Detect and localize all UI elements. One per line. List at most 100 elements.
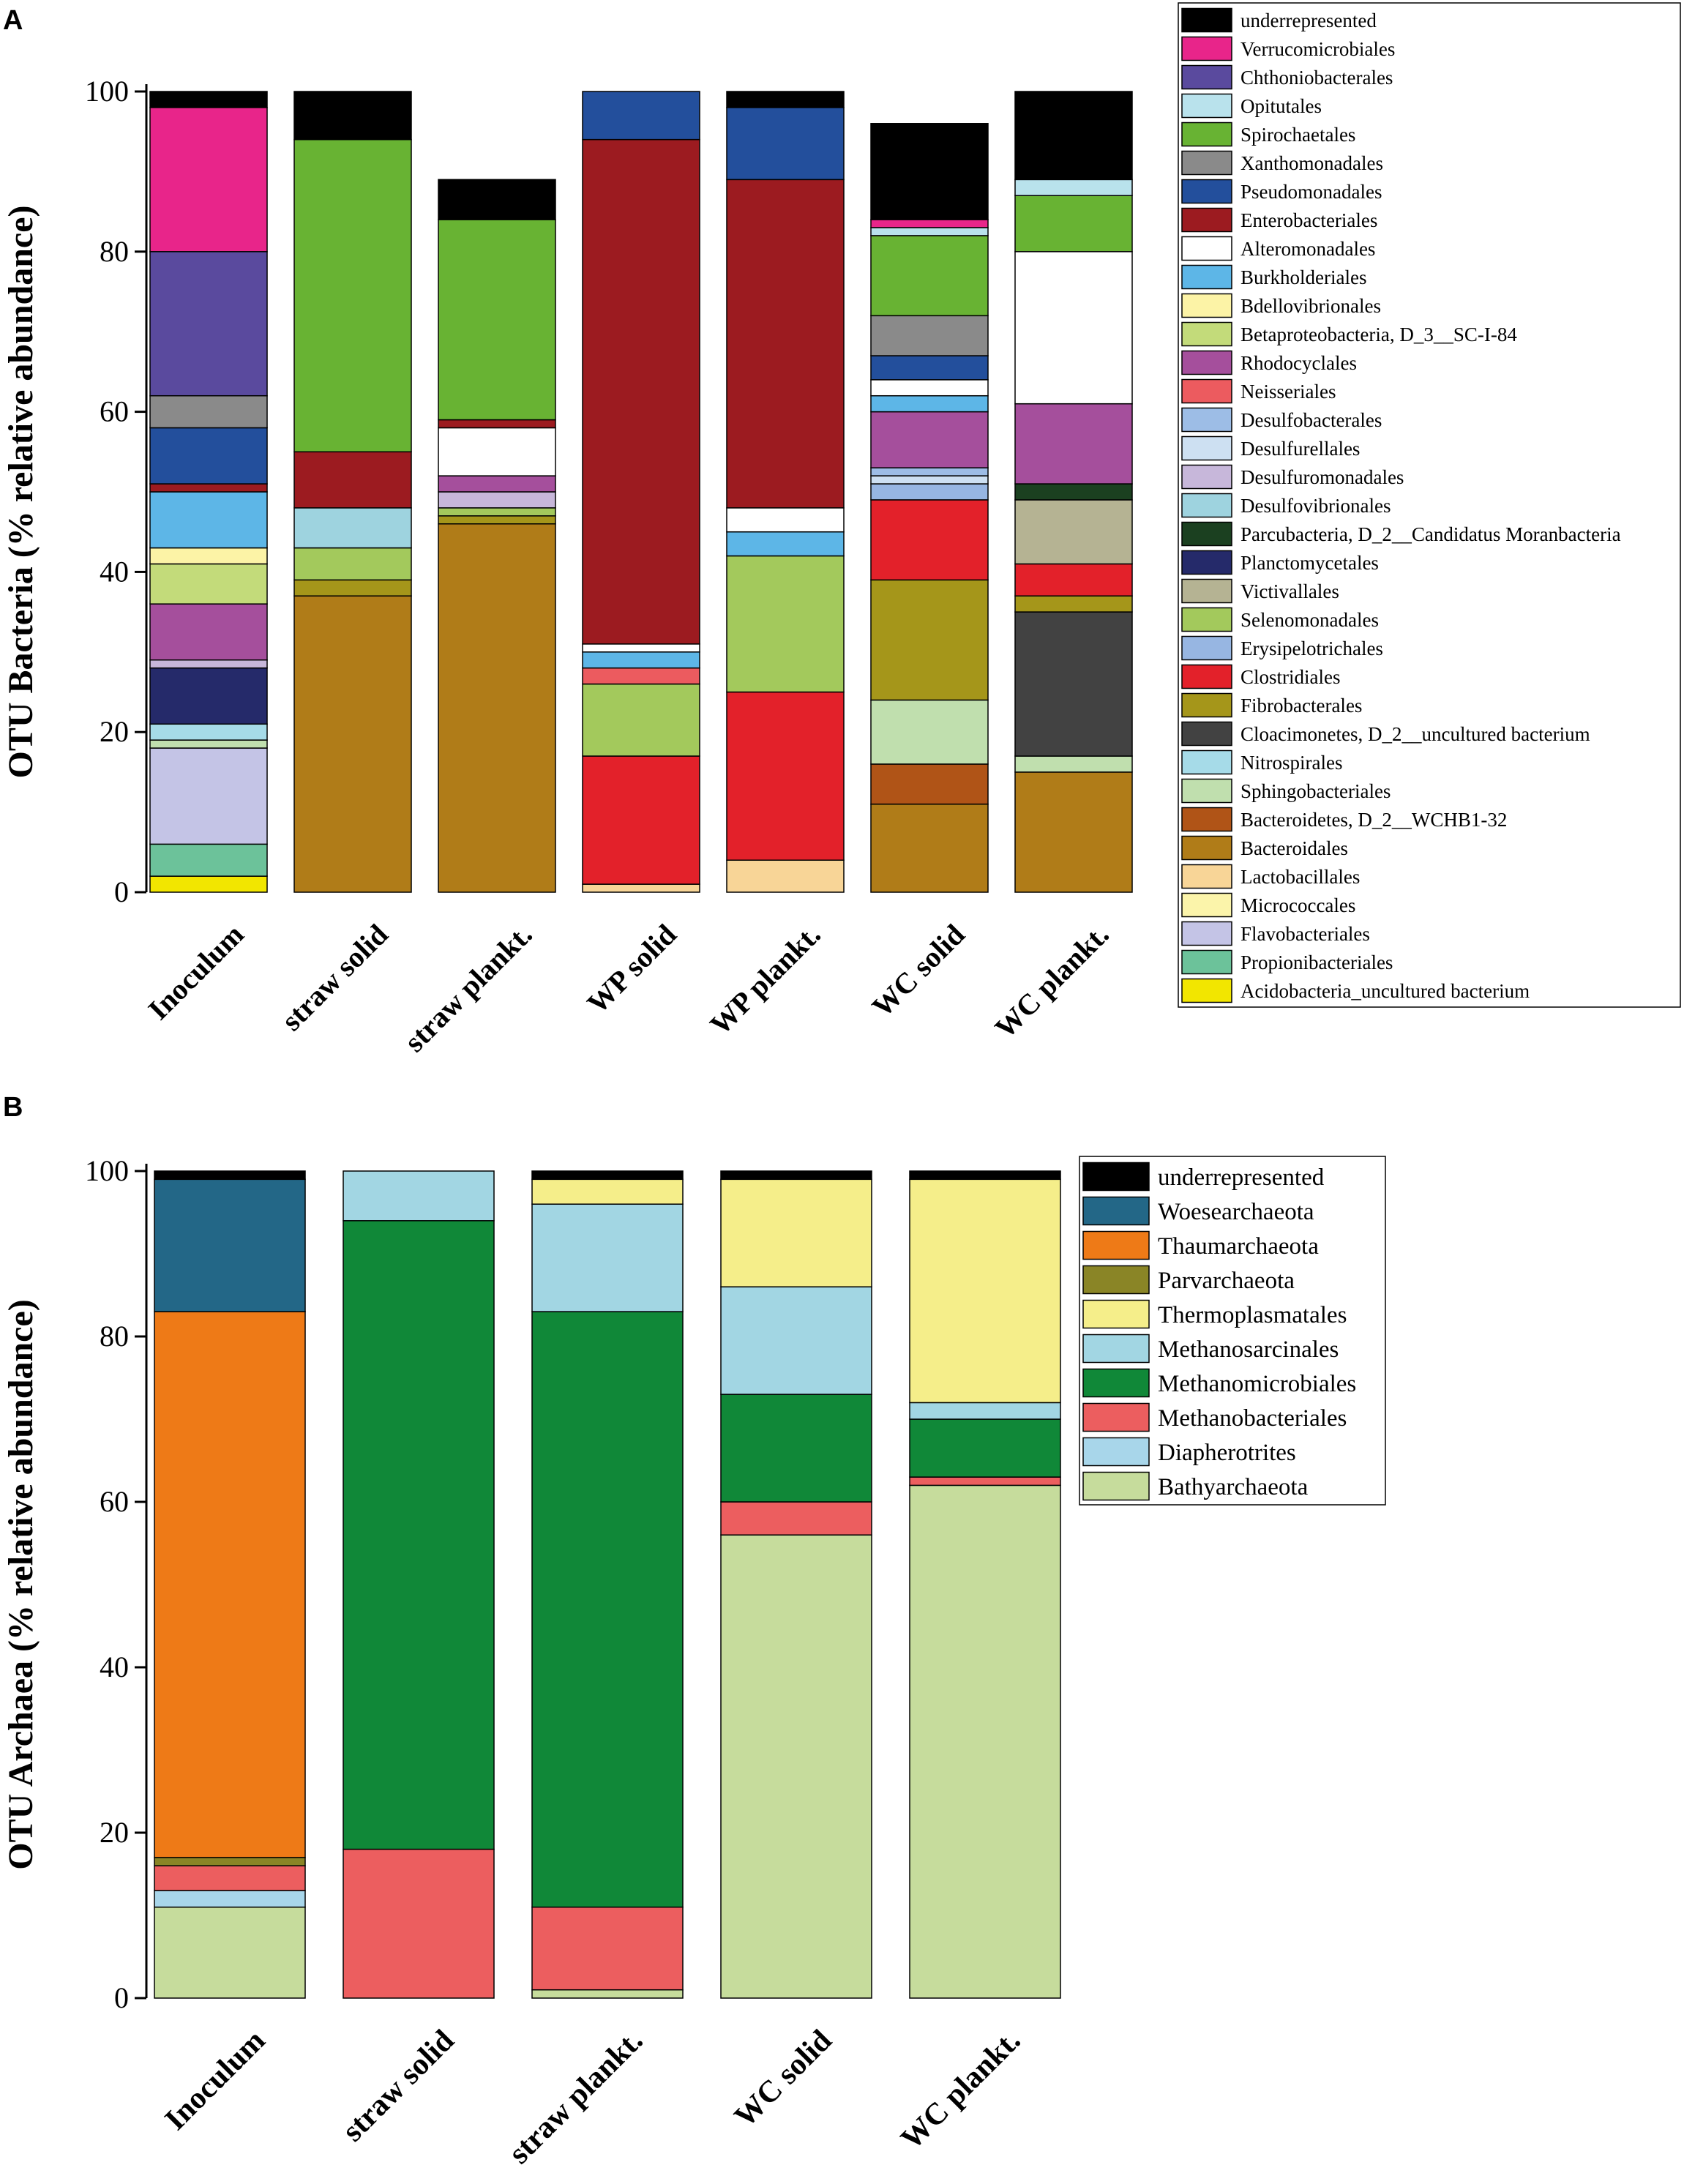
legend-swatch-rhodocyclales (1181, 350, 1232, 375)
legend-swatch-pseudomonadales (1181, 179, 1232, 204)
legend-swatch-methanomicrobiales (1082, 1368, 1150, 1398)
bar-segment-wc-solid-bathyarchaeota (720, 1534, 872, 1999)
y-axis-label: OTU Archaea (% relative abundance) (1, 1299, 40, 1870)
bar-segment-inoculum-flavobacteriales (149, 747, 268, 845)
bar-segment-straw-plankt-underrepresented (531, 1170, 684, 1181)
bar-segment-wc-plankt-opitutales (1014, 179, 1133, 196)
bar-segment-wc-solid-sphingobacteriales (870, 699, 989, 765)
legend-label-bathyarchaeota: Bathyarchaeota (1158, 1474, 1309, 1500)
legend-label-xanthomonadales: Xanthomonadales (1240, 152, 1383, 174)
legend-swatch-underrepresented (1082, 1162, 1150, 1192)
bar-segment-inoculum-verrucomicrobiales (149, 107, 268, 253)
bar-segment-wc-solid-desulfurellales (870, 475, 989, 485)
legend-swatch-enterobacteriales (1181, 207, 1232, 233)
y-tick-label: 40 (100, 555, 129, 588)
legend-swatch-cloacimonetes-d-2-uncultured-bacterium (1181, 721, 1232, 747)
legend-swatch-desulfovibrionales (1181, 493, 1232, 518)
bar-segment-wc-solid-fibrobacterales (870, 579, 989, 701)
y-tick-label: 20 (100, 1816, 129, 1849)
bar-segment-wc-solid-methanomicrobiales (720, 1394, 872, 1503)
legend-swatch-neisseriales (1181, 378, 1232, 404)
bar-segment-inoculum-planctomycetales (149, 667, 268, 725)
bar-segment-inoculum-betaproteobacteria-d-3-sc-i-84 (149, 563, 268, 605)
bar-segment-wp-solid-lactobacillales (582, 883, 700, 893)
bar-segment-wc-solid-methanosarcinales (720, 1286, 872, 1395)
bar-segment-wc-plankt-sphingobacteriales (1014, 755, 1133, 773)
legend-label-woesearchaeota: Woesearchaeota (1158, 1199, 1314, 1225)
bar-segment-wc-solid-clostridiales (870, 499, 989, 581)
bar-segment-straw-solid-bacteroidales (293, 595, 412, 893)
y-tick-label: 0 (114, 875, 129, 908)
bar-segment-wp-solid-enterobacteriales (582, 138, 700, 645)
bar-segment-straw-plankt-selenomonadales (438, 507, 556, 517)
legend-label-opitutales: Opitutales (1240, 95, 1322, 117)
y-tick-label: 100 (85, 75, 129, 108)
bar-segment-wp-solid-selenomonadales (582, 683, 700, 757)
bar-segment-wc-plankt-cloacimonetes-d-2-uncultured-bacterium (1014, 611, 1133, 757)
bar-segment-inoculum-chthoniobacterales (149, 251, 268, 397)
legend-swatch-desulfuromonadales (1181, 464, 1232, 490)
bar-segment-wc-solid-rhodocyclales (870, 411, 989, 468)
archaea-chart: Inoculum straw solid straw plankt. WC solid… (1, 1154, 1386, 2171)
bar-segment-inoculum-diapherotrites (154, 1890, 306, 1908)
legend-swatch-burkholderiales (1181, 264, 1232, 290)
bar-segment-straw-solid-methanobacteriales (343, 1848, 495, 1999)
legend-label-parvarchaeota: Parvarchaeota (1158, 1268, 1295, 1294)
legend-label-bdellovibrionales: Bdellovibrionales (1240, 295, 1381, 317)
bar-segment-inoculum-underrepresented (154, 1170, 306, 1181)
legend-label-desulfurellales: Desulfurellales (1240, 438, 1360, 460)
legend-label-flavobacteriales: Flavobacteriales (1240, 923, 1370, 945)
bar-segment-wc-plankt-bacteroidales (1014, 771, 1133, 893)
bar-segment-wc-solid-opitutales (870, 227, 989, 236)
bar-segment-wc-plankt-methanosarcinales (909, 1402, 1061, 1420)
legend-swatch-selenomonadales (1181, 607, 1232, 632)
bar-segment-wp-plankt-burkholderiales (726, 531, 845, 557)
legend-label-diapherotrites: Diapherotrites (1158, 1440, 1296, 1466)
bar-segment-wc-plankt-thermoplasmatales (909, 1178, 1061, 1404)
legend-label-rhodocyclales: Rhodocyclales (1240, 352, 1357, 374)
legend-swatch-methanobacteriales (1082, 1402, 1150, 1432)
bar-segment-straw-solid-enterobacteriales (293, 451, 412, 509)
legend-swatch-bacteroidetes-d-2-wchb1-32 (1181, 807, 1232, 832)
bar-segment-wc-plankt-methanomicrobiales (909, 1418, 1061, 1478)
y-tick-label: 20 (100, 715, 129, 748)
legend-swatch-thermoplasmatales (1082, 1299, 1150, 1329)
bar-segment-wc-plankt-bathyarchaeota (909, 1484, 1061, 1999)
bar-segment-inoculum-methanobacteriales (154, 1865, 306, 1891)
legend-label-verrucomicrobiales: Verrucomicrobiales (1240, 38, 1395, 60)
bar-segment-wp-plankt-underrepresented (726, 91, 845, 108)
legend-label-desulfovibrionales: Desulfovibrionales (1240, 495, 1391, 517)
legend-swatch-propionibacteriales (1181, 949, 1232, 975)
legend-swatch-parvarchaeota (1082, 1265, 1150, 1295)
bar-segment-straw-plankt-methanosarcinales (531, 1203, 684, 1312)
bar-segment-wp-solid-burkholderiales (582, 651, 700, 669)
legend-swatch-victivallales (1181, 578, 1232, 604)
legend-label-enterobacteriales: Enterobacteriales (1240, 209, 1377, 231)
bar-segment-wc-plankt-rhodocyclales (1014, 403, 1133, 485)
bar-segment-wc-plankt-alteromonadales (1014, 251, 1133, 405)
y-tick-label: 40 (100, 1650, 129, 1683)
legend-box (1178, 2, 1681, 1008)
bar-segment-straw-solid-methanomicrobiales (343, 1220, 495, 1850)
bacteria-chart: Inoculum straw solid straw plankt. WP solid… (1, 2, 1681, 1058)
legend-swatch-bdellovibrionales (1181, 293, 1232, 318)
bar-segment-wc-plankt-fibrobacterales (1014, 595, 1133, 613)
bar-segment-inoculum-xanthomonadales (149, 394, 268, 429)
legend-swatch-thaumarchaeota (1082, 1230, 1150, 1260)
bar-segment-straw-plankt-bacteroidales (438, 523, 556, 893)
legend-swatch-acidobacteria-uncultured-bacterium (1181, 978, 1232, 1003)
bar-segment-wc-solid-thermoplasmatales (720, 1178, 872, 1287)
bar-segment-straw-plankt-methanobacteriales (531, 1906, 684, 1991)
legend-swatch-micrococcales (1181, 892, 1232, 918)
bar-segment-wc-solid-underrepresented (870, 123, 989, 220)
bar-segment-inoculum-underrepresented (149, 91, 268, 108)
bar-segment-inoculum-nitrospirales (149, 723, 268, 741)
legend-swatch-verrucomicrobiales (1181, 36, 1232, 61)
bar-segment-inoculum-parvarchaeota (154, 1857, 306, 1866)
bar-segment-wp-solid-neisseriales (582, 667, 700, 685)
bar-segment-wp-plankt-selenomonadales (726, 555, 845, 693)
bar-segment-straw-plankt-alteromonadales (438, 427, 556, 476)
legend-label-thaumarchaeota: Thaumarchaeota (1158, 1233, 1319, 1260)
legend-swatch-spirochaetales (1181, 121, 1232, 147)
bar-segment-straw-plankt-desulfuromonadales (438, 491, 556, 509)
